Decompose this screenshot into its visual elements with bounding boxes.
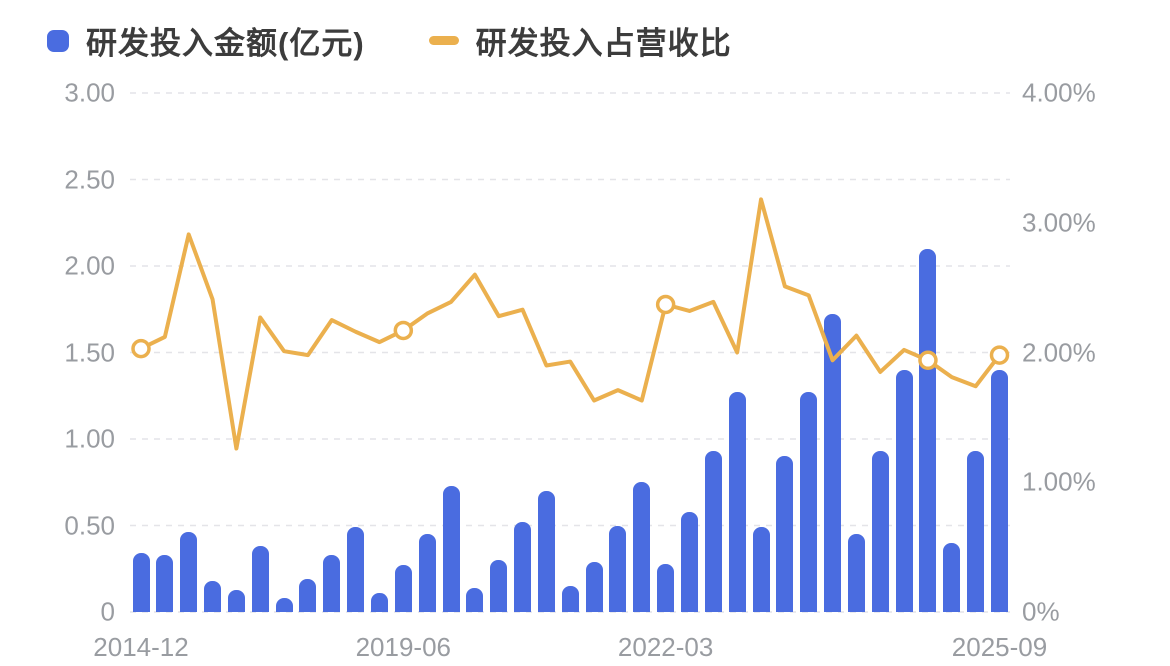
legend: 研发投入金额(亿元) 研发投入占营收比 [47,18,732,63]
bar[interactable] [824,314,842,612]
bar[interactable] [633,482,651,612]
legend-label-line: 研发投入占营收比 [475,26,732,61]
line-marker[interactable] [131,338,151,359]
bar[interactable] [251,546,269,612]
bar[interactable] [752,527,770,612]
bar[interactable] [180,532,198,612]
bar[interactable] [156,554,174,612]
bar[interactable] [609,525,627,612]
line-marker[interactable] [655,294,676,315]
bar[interactable] [585,561,603,612]
bar[interactable] [657,563,675,612]
bar[interactable] [704,451,722,612]
bar[interactable] [490,560,508,612]
line-marker[interactable] [989,345,1010,365]
bar-series-swatch-icon [47,29,69,52]
bar[interactable] [514,522,532,612]
rd-ratio-line[interactable] [139,197,1002,451]
bar[interactable] [275,598,293,612]
bar[interactable] [561,586,579,612]
legend-item-bar-series[interactable]: 研发投入金额(亿元) [47,18,365,63]
bar[interactable] [227,589,245,612]
line-marker[interactable] [918,350,938,371]
bar[interactable] [394,565,412,612]
bar[interactable] [466,587,484,612]
bar[interactable] [895,369,913,612]
bar[interactable] [728,392,746,612]
bar[interactable] [323,554,341,612]
bar[interactable] [680,511,698,612]
bar[interactable] [537,490,555,612]
line-marker[interactable] [393,320,414,341]
bar[interactable] [871,451,889,612]
bar[interactable] [204,580,222,612]
line-series-swatch-icon [428,36,459,45]
bar[interactable] [943,542,961,612]
legend-item-line-series[interactable]: 研发投入占营收比 [428,18,732,63]
bar[interactable] [967,451,985,612]
bar[interactable] [800,392,818,612]
bar[interactable] [919,248,937,612]
legend-label-bar: 研发投入金额(亿元) [86,26,365,61]
bar[interactable] [991,369,1008,612]
bar[interactable] [442,485,460,612]
bar[interactable] [347,527,365,612]
bar[interactable] [132,553,150,612]
bar[interactable] [776,456,794,612]
bar[interactable] [847,534,865,612]
bar[interactable] [418,534,436,612]
bar[interactable] [299,579,317,612]
bar[interactable] [370,592,388,612]
